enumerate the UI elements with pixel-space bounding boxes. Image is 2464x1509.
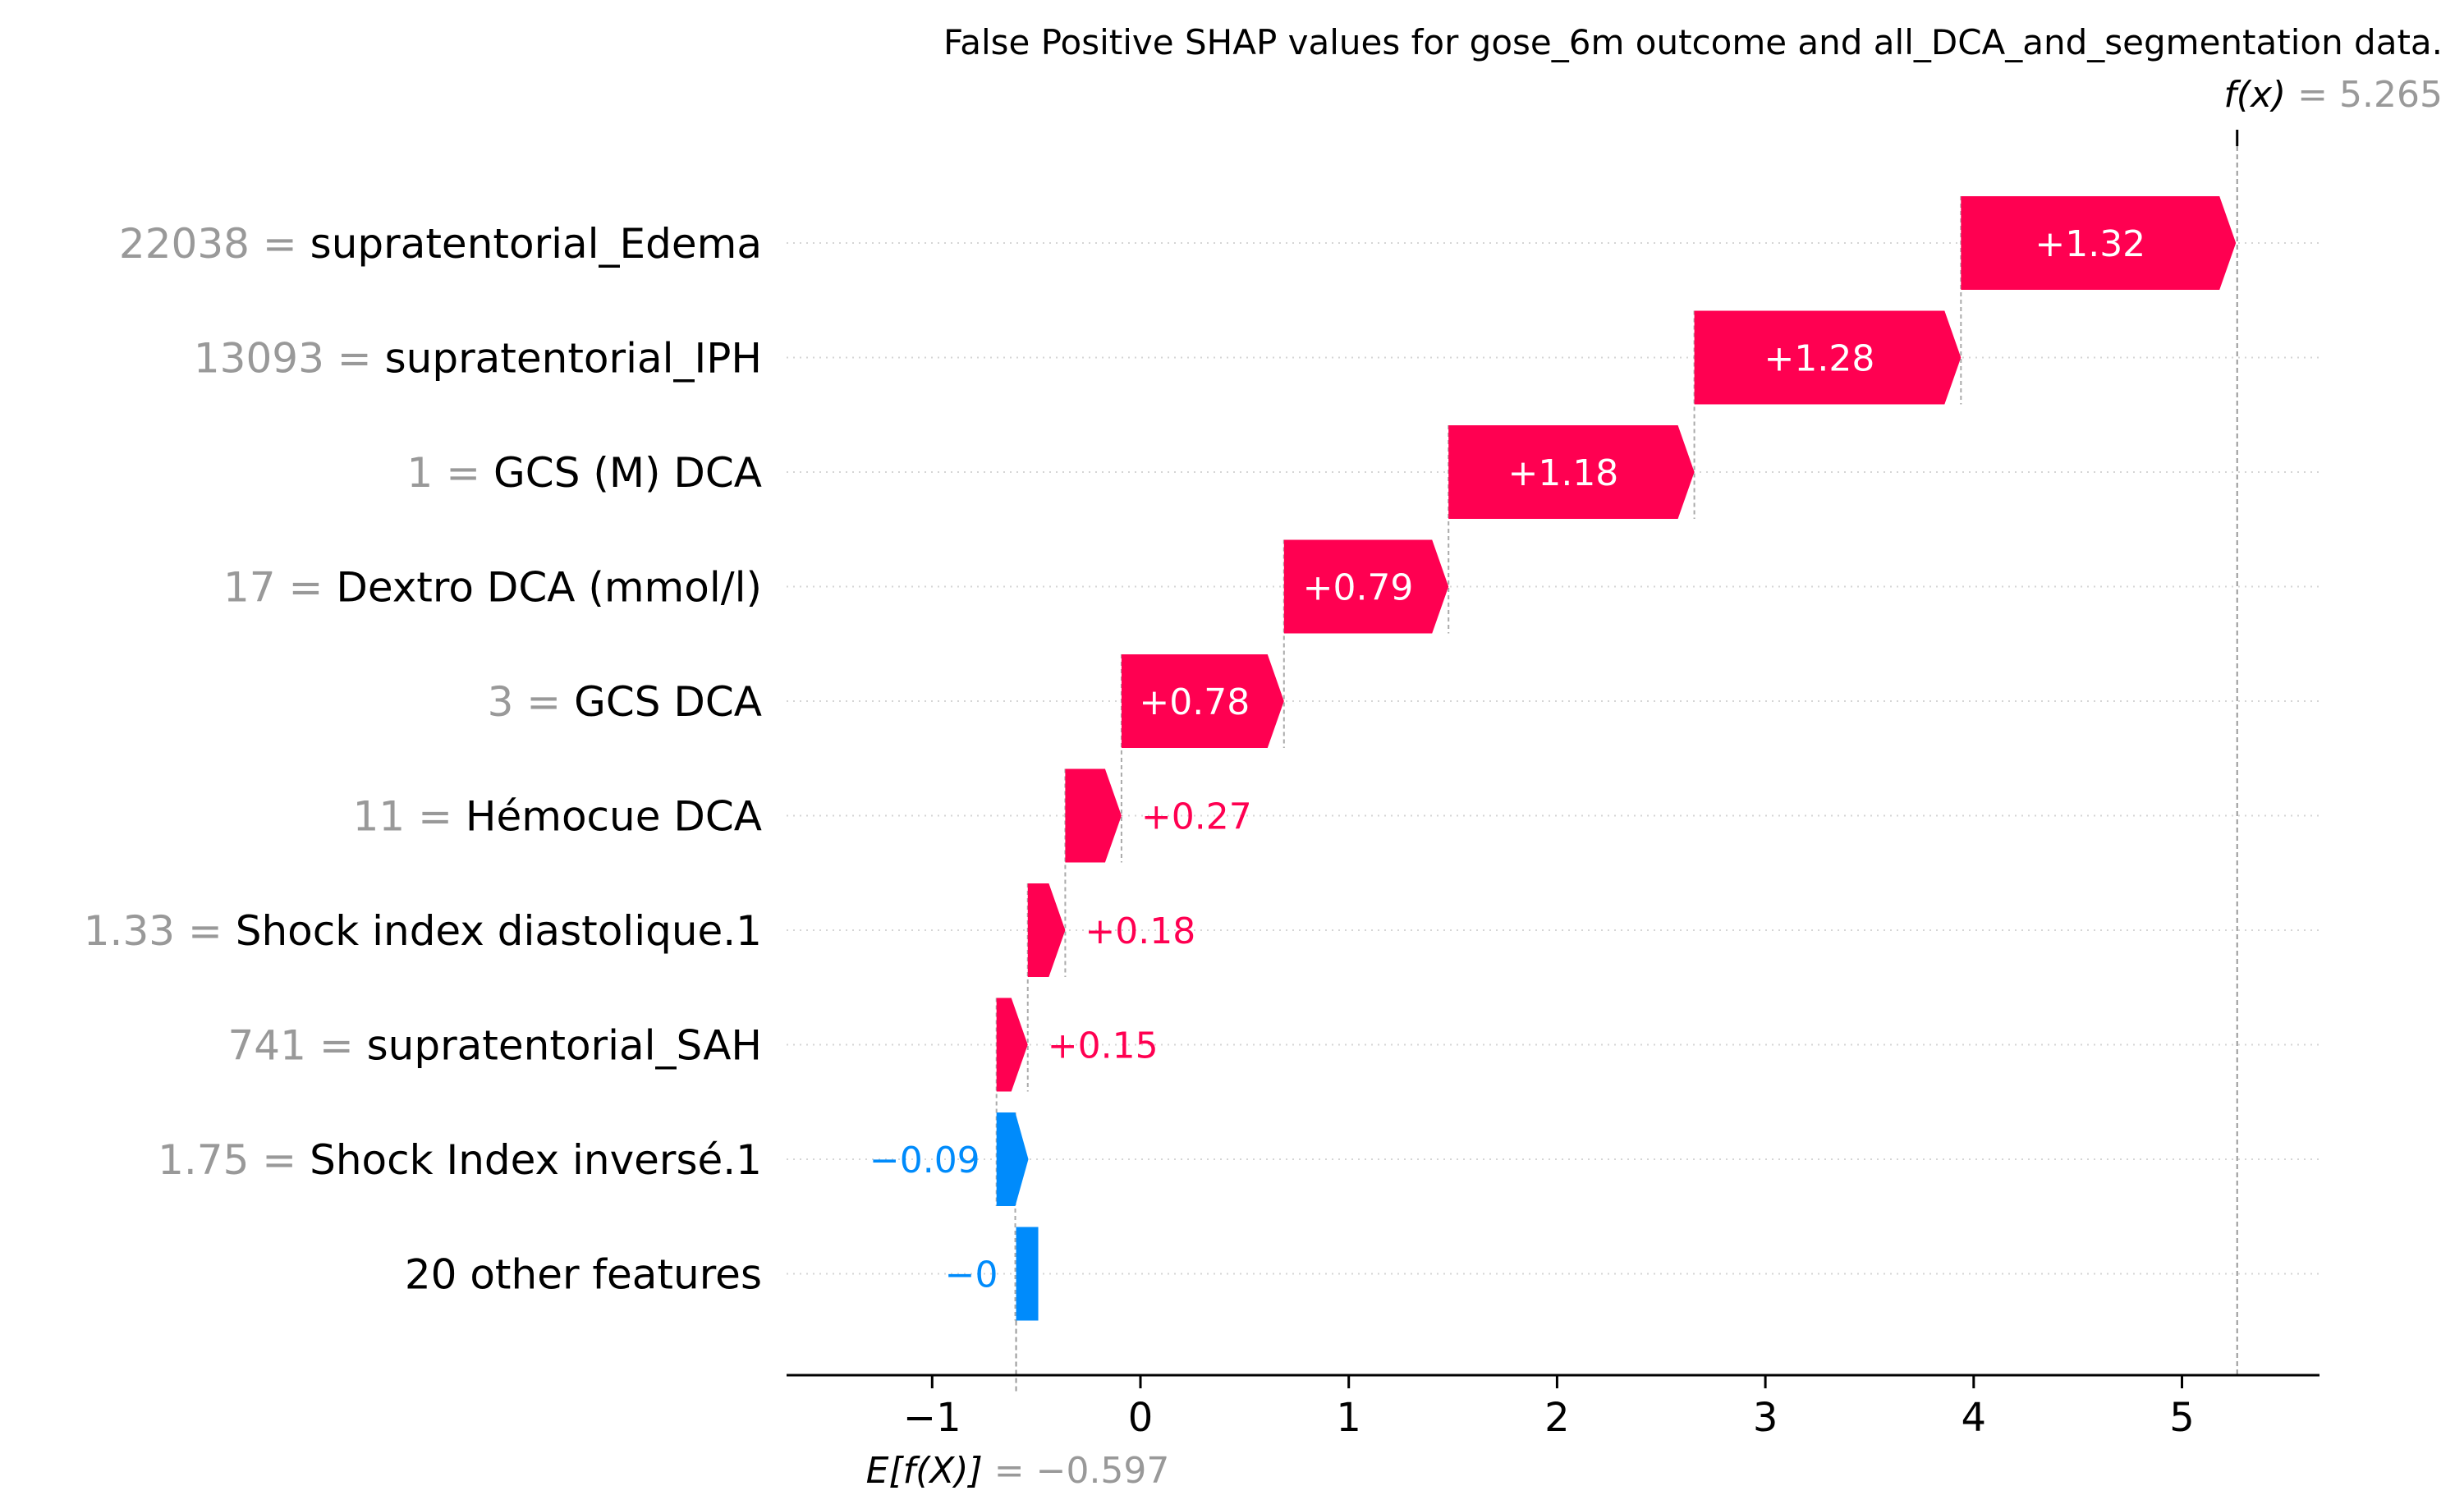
- feature-value: 741 =: [228, 1022, 367, 1070]
- feature-label: 1.33 = Shock index diastolique.1: [84, 907, 762, 955]
- feature-name: Shock Index inversé.1: [310, 1136, 762, 1184]
- feature-name: GCS (M) DCA: [493, 449, 762, 497]
- x-tick-label: 2: [1544, 1395, 1570, 1441]
- chart-title: False Positive SHAP values for gose_6m o…: [943, 22, 2443, 62]
- feature-value: 17 =: [223, 564, 336, 612]
- waterfall-bar: [1065, 768, 1122, 863]
- fx-label: f(x): [2223, 74, 2297, 116]
- feature-label: 22038 = supratentorial_Edema: [119, 220, 762, 268]
- fx-value-text: = 5.265: [2297, 74, 2443, 116]
- feature-value: 1 =: [407, 449, 494, 497]
- feature-name: 20 other features: [405, 1251, 762, 1299]
- feature-labels: +1.32 22038 = supratentorial_Edema +1.28 13…: [84, 220, 2145, 1299]
- feature-label: 741 = supratentorial_SAH: [228, 1022, 763, 1070]
- value-annotations: E[f(X)] = −0.597 f(x) = 5.265: [866, 74, 2443, 1492]
- bar-value-label: +0.15: [1048, 1025, 1159, 1067]
- waterfall-bar: [1027, 883, 1066, 977]
- feature-name: supratentorial_SAH: [367, 1022, 762, 1070]
- waterfall-bar: [1016, 1227, 1039, 1321]
- fx-annotation: f(x) = 5.265: [2223, 74, 2443, 116]
- bar-value-label: +1.32: [2035, 223, 2145, 265]
- feature-value: 11 =: [353, 793, 466, 841]
- x-tick-label: −1: [903, 1395, 961, 1441]
- feature-value: 3 =: [488, 678, 575, 726]
- bar-value-label: +0.18: [1085, 910, 1195, 952]
- feature-name: supratentorial_Edema: [310, 220, 762, 268]
- feature-value: 1.75 =: [158, 1136, 310, 1184]
- feature-label: 1.75 = Shock Index inversé.1: [158, 1136, 762, 1184]
- waterfall-bar: [1283, 539, 1449, 634]
- x-tick-label: 1: [1336, 1395, 1361, 1441]
- bar-value-label: +1.18: [1507, 452, 1618, 494]
- waterfall-bar: [996, 1112, 1029, 1206]
- bar-value-label: +0.79: [1303, 567, 1414, 609]
- feature-label: 20 other features: [405, 1251, 762, 1299]
- waterfall-bar: [996, 998, 1028, 1092]
- x-tick-label: 5: [2169, 1395, 2195, 1441]
- bars: [996, 196, 2237, 1321]
- base-value-annotation: E[f(X)] = −0.597: [866, 1450, 1170, 1492]
- x-axis: −1 0 1 2 3 4 5: [787, 1374, 2319, 1441]
- feature-name: Dextro DCA (mmol/l): [336, 564, 762, 612]
- base-value-label: E[f(X)]: [866, 1450, 994, 1492]
- bar-value-label: +0.78: [1139, 681, 1250, 723]
- feature-value: 13093 =: [194, 335, 385, 383]
- waterfall-bar: [1448, 425, 1695, 519]
- waterfall-bar: [1121, 654, 1284, 748]
- feature-name: GCS DCA: [574, 678, 762, 726]
- feature-label: 1 = GCS (M) DCA: [407, 449, 762, 497]
- feature-label: 17 = Dextro DCA (mmol/l): [223, 564, 762, 612]
- waterfall-bar: [1694, 310, 1962, 405]
- bar-value-label: +0.27: [1141, 796, 1252, 838]
- feature-name: Shock index diastolique.1: [236, 907, 762, 955]
- x-tick-label: 4: [1962, 1395, 1987, 1441]
- feature-label: 3 = GCS DCA: [488, 678, 762, 726]
- bar-value-label: −0.09: [870, 1140, 980, 1181]
- base-value-text: = −0.597: [994, 1450, 1170, 1492]
- bar-value-label: +1.28: [1764, 338, 1875, 380]
- feature-label: 13093 = supratentorial_IPH: [194, 335, 762, 383]
- feature-name: supratentorial_IPH: [385, 335, 762, 383]
- feature-value: 1.33 =: [84, 907, 236, 955]
- x-tick-label: 3: [1753, 1395, 1778, 1441]
- feature-name: Hémocue DCA: [466, 793, 762, 841]
- x-tick-label: 0: [1128, 1395, 1154, 1441]
- connector-lines: [995, 130, 2239, 1392]
- waterfall-bar: [1961, 196, 2237, 290]
- feature-value: 22038 =: [119, 220, 310, 268]
- bar-value-label: −0: [945, 1254, 998, 1296]
- feature-label: 11 = Hémocue DCA: [353, 793, 762, 841]
